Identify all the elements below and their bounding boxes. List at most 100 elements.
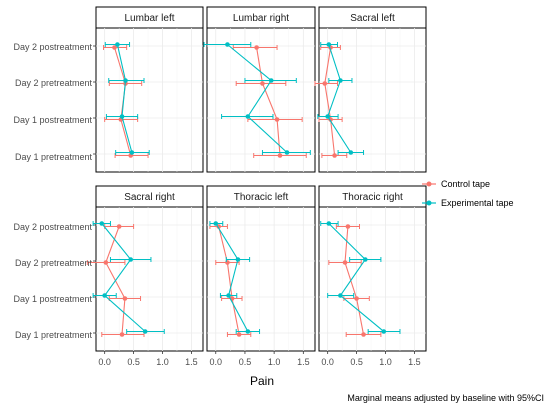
legend-key-experimental-point xyxy=(426,200,432,206)
panel-background xyxy=(318,27,427,173)
data-point xyxy=(354,296,359,301)
data-point xyxy=(225,42,230,47)
data-point xyxy=(338,293,343,298)
facet-title: Thoracic right xyxy=(342,192,403,203)
facet-title: Sacral right xyxy=(124,192,175,203)
data-point xyxy=(326,42,332,47)
x-tick-label: 1.0 xyxy=(156,357,169,367)
y-tick-label: Day 1 postreatment xyxy=(13,115,92,125)
x-tick-label: 0.5 xyxy=(350,357,363,367)
series-line xyxy=(327,44,352,153)
data-point xyxy=(112,45,117,50)
facet-title: Sacral left xyxy=(350,13,395,24)
x-axis-title: Pain xyxy=(250,374,274,388)
x-tick-label: 1.0 xyxy=(379,357,392,367)
y-tick-label: Day 2 postreatment xyxy=(13,42,92,52)
series-line xyxy=(256,47,281,156)
facet-title: Lumbar right xyxy=(233,13,289,24)
data-point xyxy=(284,150,290,155)
data-point xyxy=(338,78,343,83)
y-tick-label: Day 1 postreatment xyxy=(13,294,92,304)
y-tick-label: Day 1 pretreatment xyxy=(15,152,93,162)
series-line xyxy=(227,44,288,153)
data-point xyxy=(226,293,231,298)
data-point xyxy=(274,117,280,122)
data-point xyxy=(381,329,387,334)
data-point xyxy=(128,257,134,262)
facet-panel: Lumbar right xyxy=(203,6,316,173)
legend-key-control-point xyxy=(426,181,432,187)
data-point xyxy=(332,153,337,158)
data-point xyxy=(322,81,328,86)
series-line xyxy=(328,223,385,332)
series-line xyxy=(218,226,240,335)
legend-label-control: Control tape xyxy=(441,179,490,189)
x-tick-label: 1.5 xyxy=(408,357,421,367)
facet-panel: Thoracic left 0.0 0.5 1.0 1.5 xyxy=(206,185,316,367)
data-point xyxy=(326,221,332,226)
data-point xyxy=(129,150,135,155)
x-tick-label: 1.0 xyxy=(268,357,281,367)
x-tick-label: 0.0 xyxy=(98,357,111,367)
legend-item-control: Control tape xyxy=(422,179,490,189)
panel-background xyxy=(318,206,427,352)
data-point xyxy=(213,221,219,226)
data-point xyxy=(260,81,265,86)
x-tick-label: 0.5 xyxy=(239,357,252,367)
legend-label-experimental: Experimental tape xyxy=(441,198,514,208)
x-tick-label: 1.5 xyxy=(297,357,310,367)
series-line xyxy=(215,223,249,332)
data-point xyxy=(119,114,125,119)
data-point xyxy=(119,332,125,337)
data-point xyxy=(142,329,148,334)
data-point xyxy=(236,332,242,337)
x-tick-label: 1.5 xyxy=(185,357,198,367)
legend-item-experimental: Experimental tape xyxy=(422,198,514,208)
data-point xyxy=(102,293,107,298)
data-point xyxy=(245,329,251,334)
panel-background xyxy=(95,206,204,352)
data-point xyxy=(115,42,120,47)
legend: Control tape Experimental tape xyxy=(422,179,514,208)
data-point xyxy=(122,296,128,301)
data-point xyxy=(345,224,351,229)
data-point xyxy=(103,260,109,265)
panels: Lumbar left Lumbar right Sacral left Sacral… xyxy=(86,6,427,367)
data-point xyxy=(99,221,105,226)
facet-title: Thoracic left xyxy=(234,192,289,203)
facet-panel: Thoracic right 0.0 0.5 1.0 1.5 xyxy=(318,185,427,367)
data-point xyxy=(361,332,366,337)
y-tick-label: Day 2 postreatment xyxy=(13,222,92,232)
data-point xyxy=(277,153,283,158)
data-point xyxy=(325,114,330,119)
data-point xyxy=(235,257,241,262)
data-point xyxy=(342,260,348,265)
facet-panel: Sacral right 0.0 0.5 1.0 1.5 xyxy=(86,185,204,367)
panel-background xyxy=(206,27,316,173)
data-point xyxy=(362,257,368,262)
series-line xyxy=(116,44,133,153)
x-tick-label: 0.0 xyxy=(209,357,222,367)
chart-caption: Marginal means adjusted by baseline with… xyxy=(347,393,544,403)
series-line xyxy=(324,47,336,156)
y-tick-label: Day 1 pretreatment xyxy=(15,330,93,340)
x-tick-label: 0.0 xyxy=(321,357,334,367)
panel-background xyxy=(206,206,316,352)
data-point xyxy=(116,224,122,229)
facet-panel: Sacral left xyxy=(314,6,427,173)
y-tick-label: Day 2 pretreatment xyxy=(15,258,93,268)
series-line xyxy=(101,223,146,332)
data-point xyxy=(123,78,128,83)
y-axis-top: Day 2 postreatment Day 2 pretreatment Da… xyxy=(13,42,92,162)
y-tick-label: Day 2 pretreatment xyxy=(15,78,93,88)
facet-title: Lumbar left xyxy=(124,13,174,24)
data-point xyxy=(254,45,259,50)
data-point xyxy=(245,114,251,119)
panel-background xyxy=(95,27,204,173)
facet-panel: Lumbar left xyxy=(93,6,204,173)
data-point xyxy=(268,78,274,83)
data-point xyxy=(348,150,354,155)
y-axis-bottom: Day 2 postreatment Day 2 pretreatment Da… xyxy=(13,222,92,340)
x-tick-label: 0.5 xyxy=(127,357,140,367)
